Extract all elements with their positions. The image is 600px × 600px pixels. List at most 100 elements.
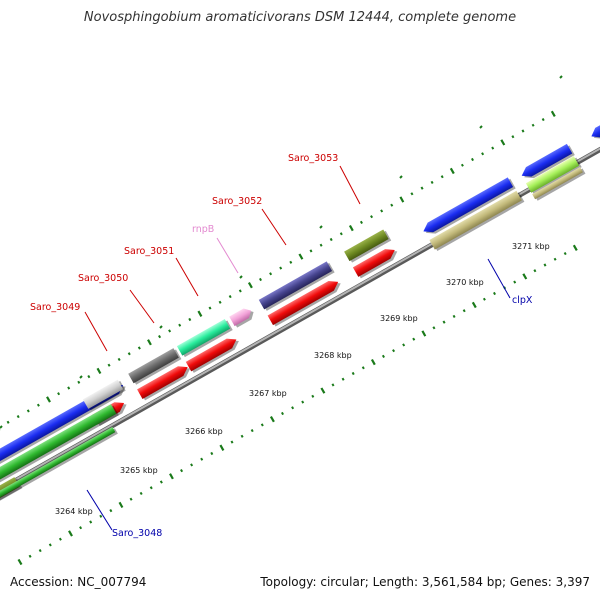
- rnpb-leader: [216, 237, 239, 274]
- inner-tick-mark: [149, 486, 153, 490]
- scale-label: 3270 kbp: [446, 278, 484, 287]
- inner-tick-mark: [432, 326, 436, 330]
- green-feature[interactable]: [0, 403, 119, 494]
- outer-tick-mark: [541, 118, 545, 122]
- inner-tick-mark: [210, 451, 214, 456]
- saro-3049-gene[interactable]: [82, 379, 126, 411]
- outer-tick-mark: [247, 282, 253, 289]
- inner-tick-mark: [320, 387, 326, 394]
- inner-tick-mark: [493, 291, 496, 296]
- saro-3050-leader: [129, 289, 155, 324]
- inner-tick-mark: [513, 280, 517, 284]
- inner-tick-mark: [139, 491, 143, 496]
- outer-tick-mark: [77, 380, 81, 384]
- outer-tick-mark: [197, 310, 203, 317]
- inner-tick-mark: [392, 349, 396, 353]
- outer-tick-mark: [460, 163, 464, 167]
- saro-3049-label[interactable]: Saro_3049: [30, 302, 80, 313]
- outer-tick-mark: [16, 415, 20, 419]
- inner-tick-mark: [301, 400, 305, 404]
- inner-tick-mark: [17, 558, 23, 566]
- clpx-khaki-feature[interactable]: [429, 190, 525, 252]
- saro-3050-label[interactable]: Saro_3050: [78, 273, 128, 284]
- lime-feature[interactable]: [525, 155, 582, 195]
- inner-tick-mark: [200, 457, 204, 461]
- scale-label: 3267 kbp: [249, 389, 287, 398]
- inner-tick-mark: [180, 468, 184, 473]
- inner-tick-mark: [219, 444, 225, 451]
- outer-tick-mark: [57, 392, 61, 396]
- outer-tick-row: [0, 75, 563, 429]
- inner-tick-mark: [38, 549, 42, 553]
- inner-tick-mark: [563, 252, 567, 256]
- inner-tick-mark: [572, 244, 578, 251]
- saro-3051-red-feature[interactable]: [185, 334, 242, 374]
- outer-tick-mark: [359, 220, 363, 225]
- outer-tick-mark: [147, 339, 152, 346]
- scale-labels: 3264 kbp 3265 kbp 3266 kbp 3267 kbp 3268 kbp…: [55, 242, 550, 516]
- outer-tick-mark: [531, 123, 535, 127]
- outer-tick-mark: [481, 152, 485, 156]
- inner-tick-mark: [421, 330, 427, 337]
- gene-arrow-blue-right[interactable]: [519, 143, 575, 183]
- scale-label: 3268 kbp: [314, 351, 352, 360]
- inner-tick-mark: [230, 440, 234, 444]
- inner-tick-mark: [533, 269, 537, 273]
- gene-label-layer: Saro_3049 Saro_3050 Saro_3051 rnpB Saro_…: [30, 153, 533, 539]
- outer-tick-mark: [298, 253, 304, 260]
- inner-tick-mark: [169, 473, 174, 480]
- rnpb-label[interactable]: rnpB: [192, 224, 214, 235]
- saro-3052-label[interactable]: Saro_3052: [212, 196, 262, 207]
- inner-tick-mark: [341, 377, 345, 381]
- saro-3052-gene[interactable]: [258, 261, 335, 312]
- outer-tick-mark: [67, 386, 71, 390]
- inner-tick-mark: [129, 497, 133, 501]
- saro-3048-label[interactable]: Saro_3048: [112, 528, 162, 539]
- inner-tick-mark: [269, 416, 275, 423]
- saro-3051-gene[interactable]: [176, 318, 233, 358]
- saro-3053-leader: [339, 165, 361, 205]
- inner-tick-mark: [361, 366, 365, 370]
- inner-tick-mark: [402, 343, 406, 347]
- outer-tick-mark: [410, 192, 414, 196]
- clpx-gene[interactable]: [421, 177, 516, 239]
- inner-tick-mark: [442, 320, 446, 324]
- outer-tick-mark: [127, 352, 131, 356]
- saro-3052-red-feature[interactable]: [267, 276, 344, 327]
- inner-tick-mark: [471, 301, 477, 309]
- inner-tick-mark: [68, 530, 73, 537]
- inner-tick-mark: [89, 520, 93, 524]
- saro-3049-leader: [84, 311, 108, 352]
- outer-tick-mark: [420, 186, 424, 190]
- green-feature-lower[interactable]: [0, 426, 118, 508]
- outer-tick-mark: [137, 346, 141, 350]
- saro-3053-red-feature[interactable]: [352, 244, 400, 279]
- rnpb-gene[interactable]: [229, 305, 256, 328]
- outer-tick-mark: [117, 357, 121, 362]
- saro-3053-gene[interactable]: [344, 229, 392, 264]
- inner-tick-mark: [58, 537, 62, 541]
- outer-tick-mark: [511, 135, 515, 139]
- saro-3053-label[interactable]: Saro_3053: [288, 153, 338, 164]
- inner-tick-mark: [99, 514, 103, 518]
- outer-tick-mark: [370, 215, 374, 219]
- saro-3050-red-feature[interactable]: [137, 362, 193, 402]
- saro-3050-gene[interactable]: [128, 347, 182, 385]
- saro-3051-label[interactable]: Saro_3051: [124, 246, 174, 257]
- inner-tick-mark: [240, 434, 244, 438]
- inner-tick-mark: [79, 526, 83, 530]
- outer-tick-mark: [259, 277, 262, 282]
- inner-tick-mark: [28, 554, 32, 558]
- khaki-feature-right[interactable]: [532, 166, 586, 201]
- outer-tick-mark: [440, 175, 444, 179]
- inner-tick-mark: [250, 429, 254, 433]
- inner-tick-mark: [311, 394, 315, 398]
- gene-arrow-blue-right-edge[interactable]: [589, 116, 600, 143]
- inner-tick-mark: [522, 273, 528, 280]
- outer-tick-mark: [550, 110, 556, 117]
- clpx-label[interactable]: clpX: [512, 295, 533, 306]
- clpx-leader: [487, 258, 511, 299]
- inner-tick-mark: [351, 371, 355, 376]
- inner-tick-mark: [331, 383, 335, 387]
- outer-tick-mark: [491, 146, 495, 150]
